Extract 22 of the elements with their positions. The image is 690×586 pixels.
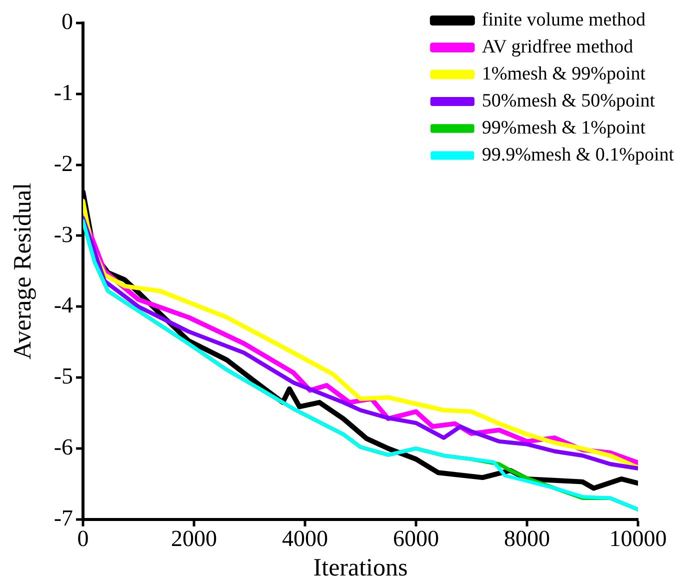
legend-label: finite volume method xyxy=(482,9,646,30)
x-tick-label: 8000 xyxy=(504,526,550,552)
legend-label: AV gridfree method xyxy=(482,36,634,58)
x-tick-label: 10000 xyxy=(609,526,667,552)
y-tick-label: -3 xyxy=(54,222,73,247)
y-tick-label: -4 xyxy=(54,292,74,318)
y-tick-label: -7 xyxy=(54,505,73,530)
y-tick-label: -1 xyxy=(54,80,73,105)
y-tick-label: -5 xyxy=(54,364,73,389)
legend-label: 99%mesh & 1%point xyxy=(482,117,646,138)
x-tick-label: 6000 xyxy=(393,526,439,552)
y-axis-title: Average Residual xyxy=(10,182,37,360)
x-tick-label: 4000 xyxy=(282,526,328,552)
x-tick-label: 2000 xyxy=(171,526,217,552)
legend-label: 99.9%mesh & 0.1%point xyxy=(482,144,675,166)
y-tick-label: 0 xyxy=(62,9,73,34)
legend-label: 50%mesh & 50%point xyxy=(482,90,656,112)
y-tick-label: -2 xyxy=(54,150,73,176)
x-axis-title: Iterations xyxy=(313,554,408,582)
legend-label: 1%mesh & 99%point xyxy=(482,63,646,84)
x-tick-label: 0 xyxy=(77,526,89,552)
y-tick-label: -6 xyxy=(54,434,73,460)
